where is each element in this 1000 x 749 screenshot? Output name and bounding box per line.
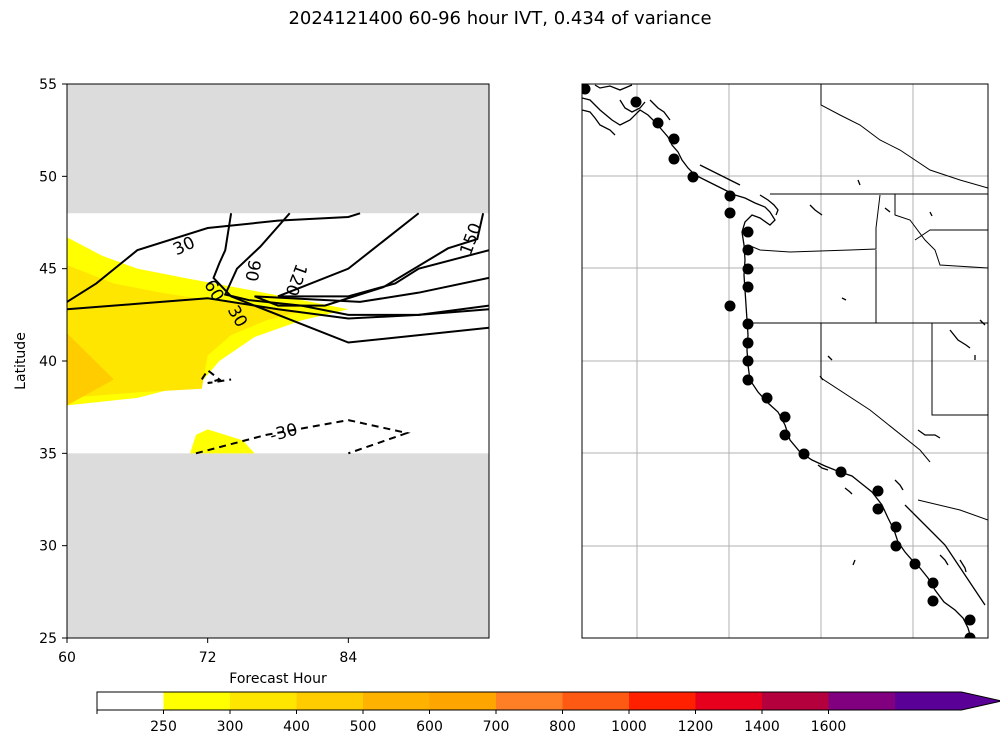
figure-title: 2024121400 60-96 hour IVT, 0.434 of vari… [288,8,712,29]
colorbar-segment [562,692,630,710]
colorbar-tick-label: 500 [350,719,377,735]
colorbar-segment [695,692,763,710]
contour-line-30 [67,212,361,303]
right-panel-frame [581,83,989,639]
colorbar-segment [230,692,297,710]
station-marker [779,411,791,423]
colorbar-tick-label: 300 [217,719,244,735]
station-marker [742,355,754,367]
station-marker [742,226,754,238]
station-marker [742,281,754,293]
station-marker [742,337,754,349]
colorbar: 250 300 400 500 600 700 800 1000 1200 1400 1600 [96,691,1000,735]
station-marker [872,503,884,515]
station-marker [909,558,921,570]
station-marker [724,300,736,312]
station-marker [835,466,847,478]
colorbar-segment [429,692,497,710]
station-map-panel [581,83,989,639]
colorbar-segment [762,692,829,710]
station-marker [927,595,939,607]
colorbar-tick-label: 800 [549,719,576,735]
contour-line-120 [223,212,489,316]
station-marker [742,374,754,386]
station-marker [630,96,642,108]
colorbar-tick-label: 400 [283,719,310,735]
colorbar-tick-label: 1000 [611,719,647,735]
contour-line-7 [200,368,232,385]
station-marker [761,392,773,404]
contour-label: -30 [268,420,300,447]
x-tick-label: 72 [199,650,217,666]
x-tick-label: 84 [339,650,357,666]
contour-line--30 [195,419,411,455]
missing-data-bottom [67,453,489,638]
colorbar-segment [163,692,231,710]
missing-data-top [67,84,489,214]
x-tick-label: 60 [58,650,76,666]
contour-line-150 [277,212,489,298]
station-marker [779,429,791,441]
y-tick-label: 40 [39,354,57,370]
station-marker [724,190,736,202]
contour-label: 30 [170,233,198,260]
station-marker [742,318,754,330]
colorbar-segment [629,692,696,710]
y-tick-label: 35 [39,446,57,462]
colorbar-tick-label: 700 [483,719,510,735]
x-axis-label: Forecast Hour [229,671,327,687]
colorbar-tick-label: 1200 [678,719,714,735]
colorbar-extend-arrow [961,692,1000,710]
station-marker [872,485,884,497]
ivt-fill-250-300 [190,429,255,454]
station-markers [582,84,976,638]
station-marker [890,540,902,552]
y-tick-label: 25 [39,631,57,647]
colorbar-tick-label: 250 [150,719,177,735]
map-state-borders [747,84,988,521]
colorbar-segment [828,692,896,710]
colorbar-tick-label: 1400 [744,719,780,735]
station-marker [668,153,680,165]
station-marker [964,632,976,638]
station-marker [798,448,810,460]
station-marker [724,207,736,219]
contour-label: 90 [240,258,263,283]
y-tick-label: 30 [39,539,57,555]
station-marker [742,244,754,256]
station-marker [652,117,664,129]
station-marker [964,614,976,626]
colorbar-tick-label: 600 [416,719,443,735]
contour-line-150 [254,213,489,307]
station-marker [668,133,680,145]
colorbar-tick-label: 1600 [811,719,847,735]
colorbar-segment [895,692,962,710]
colorbar-outline [96,691,1000,711]
colorbar-segment [97,692,164,710]
y-tick-label: 50 [39,169,57,185]
station-marker [742,263,754,275]
station-marker [687,171,699,183]
contour-line-90 [212,213,489,344]
y-axis-label: Latitude [13,332,29,390]
station-marker [582,84,591,95]
colorbar-segment [296,692,364,710]
colorbar-segment [496,692,563,710]
y-tick-label: 45 [39,262,57,278]
colorbar-segment [363,692,430,710]
ivt-fill-400-500 [67,333,114,406]
y-tick-label: 55 [39,77,57,93]
station-marker [927,577,939,589]
ivt-fill-300-400 [67,264,302,398]
station-marker [890,521,902,533]
contour-label: 120 [281,261,311,298]
map-gridlines [582,84,988,638]
